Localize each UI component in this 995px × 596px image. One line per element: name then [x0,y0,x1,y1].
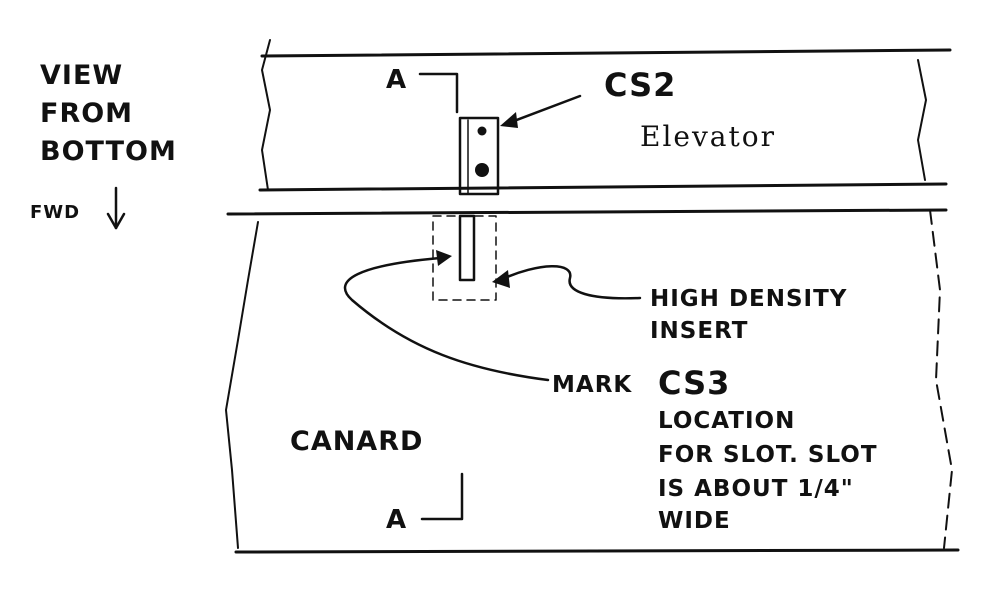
slot-note-line-3: IS ABOUT 1/4" [658,476,854,502]
cs2-bolt-hole-1 [477,126,487,136]
section-bracket-bottom [420,472,464,521]
insert-leader-arrow [492,270,510,288]
slot-note-line-4: WIDE [658,508,731,534]
elevator-right-break [917,59,927,181]
cs2-label: CS2 [604,66,676,104]
insert-label-line-1: HIGH DENSITY [650,286,847,312]
canard-label: CANARD [290,426,423,457]
section-mark-bottom: A [386,505,407,535]
slot-note-line-2: FOR SLOT. SLOT [658,442,878,468]
canard-right-break [929,209,953,549]
fwd-label: FWD [30,202,80,223]
cs3-label: CS3 [658,364,730,402]
mark-label: MARK [552,372,632,398]
view-label-line-2: FROM [40,98,133,129]
cs2-arrow-head [500,112,518,128]
canard-left-break [225,221,259,549]
cs3-slot [458,214,476,282]
insert-label-line-2: INSERT [650,318,748,344]
mark-leader-line [343,256,550,382]
elevator-left-break [261,39,271,191]
mark-leader-arrow [436,250,452,266]
slot-note-line-1: LOCATION [658,408,795,434]
section-mark-top: A [386,65,407,95]
cs2-arrow-line [504,94,582,126]
elevator-top-edge [260,48,952,58]
view-label-line-3: BOTTOM [40,136,177,167]
fwd-arrow-head [106,212,126,230]
insert-leader-line [498,265,642,300]
elevator-label: Elevator [640,120,776,153]
cs2-bolt-hole-2 [475,163,489,177]
cs2-bracket [458,116,500,196]
canard-trailing-edge [234,548,960,554]
elevator-trailing-edge [258,182,948,192]
section-bracket-top [418,72,459,114]
canard-leading-edge [226,208,948,216]
view-label-line-1: VIEW [40,60,123,91]
